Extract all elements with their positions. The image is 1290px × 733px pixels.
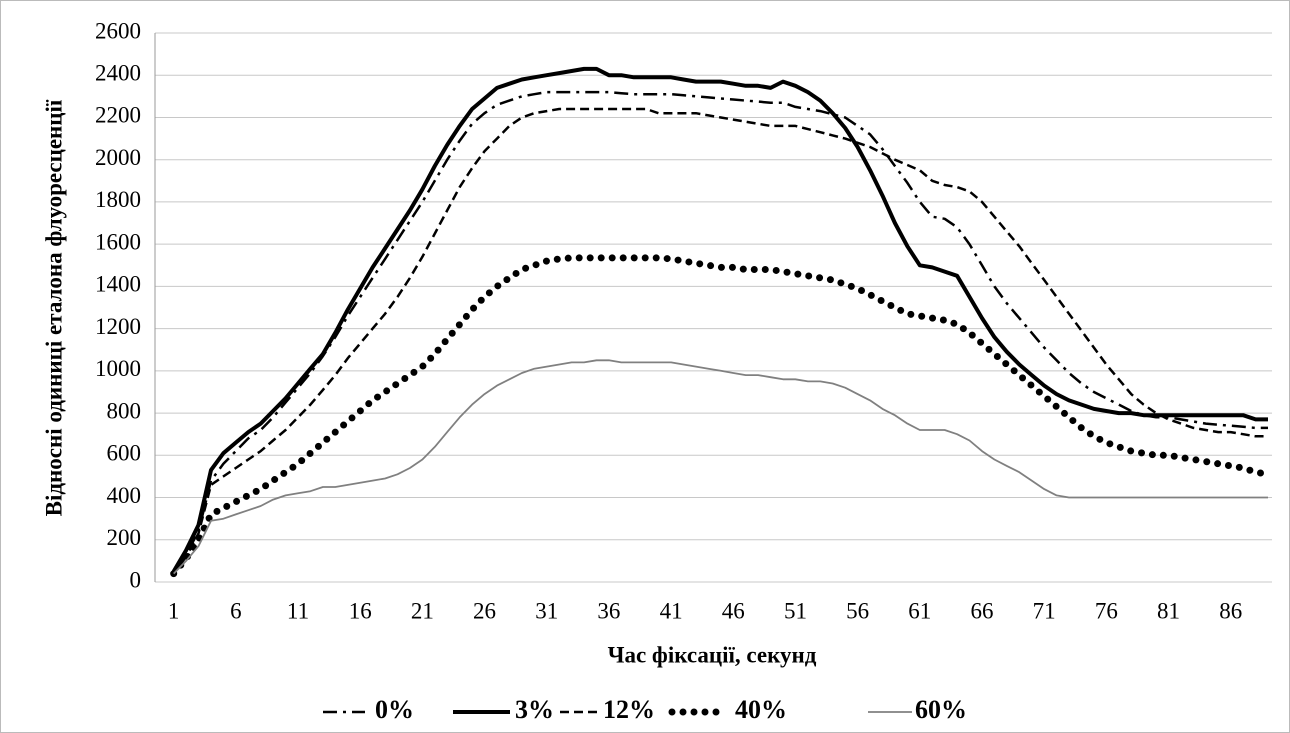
x-tick-label: 76 [1095,598,1118,623]
y-tick-label: 1200 [95,314,141,339]
series-line [171,66,1268,573]
series-line [172,107,1268,575]
x-axis-title: Час фіксації, секунд [608,642,817,667]
x-tick-label: 56 [846,598,869,623]
x-tick-label: 1 [168,598,180,623]
x-tick-label: 26 [473,598,496,623]
y-tick-label: 1800 [95,187,141,212]
x-tick-label: 6 [230,598,242,623]
x-tick-label: 71 [1033,598,1056,623]
x-tick-label: 86 [1219,598,1242,623]
legend-label: 60% [915,695,967,724]
series-line [173,359,1268,575]
y-axis-title: Відносні одиниці еталона флуоресценції [41,99,66,516]
y-tick-label: 200 [107,525,142,550]
legend-label: 0% [375,695,414,724]
y-tick-label: 2000 [95,145,141,170]
x-tick-label: 61 [908,598,931,623]
x-tick-label: 11 [287,598,309,623]
x-tick-label: 36 [597,598,620,623]
y-tick-label: 1600 [95,229,141,254]
legend-label: 3% [515,695,554,724]
x-tick-label: 16 [349,598,372,623]
x-tick-label: 81 [1157,598,1180,623]
legend-label: 12% [603,695,655,724]
series-line [172,90,1268,575]
y-tick-label: 400 [107,483,142,508]
x-tick-label: 66 [970,598,993,623]
y-tick-label: 2200 [95,103,141,128]
y-tick-label: 1400 [95,272,141,297]
y-tick-label: 2400 [95,61,141,86]
y-tick-label: 0 [130,567,142,592]
y-tick-label: 2600 [95,18,141,43]
x-tick-label: 41 [660,598,683,623]
x-tick-label: 31 [535,598,558,623]
x-tick-label: 21 [411,598,434,623]
legend-label: 40% [735,695,787,724]
x-tick-label: 46 [722,598,745,623]
x-tick-label: 51 [784,598,807,623]
y-tick-label: 1000 [95,356,141,381]
y-tick-label: 800 [107,398,142,423]
y-tick-label: 600 [107,441,142,466]
series-line [170,254,1272,578]
